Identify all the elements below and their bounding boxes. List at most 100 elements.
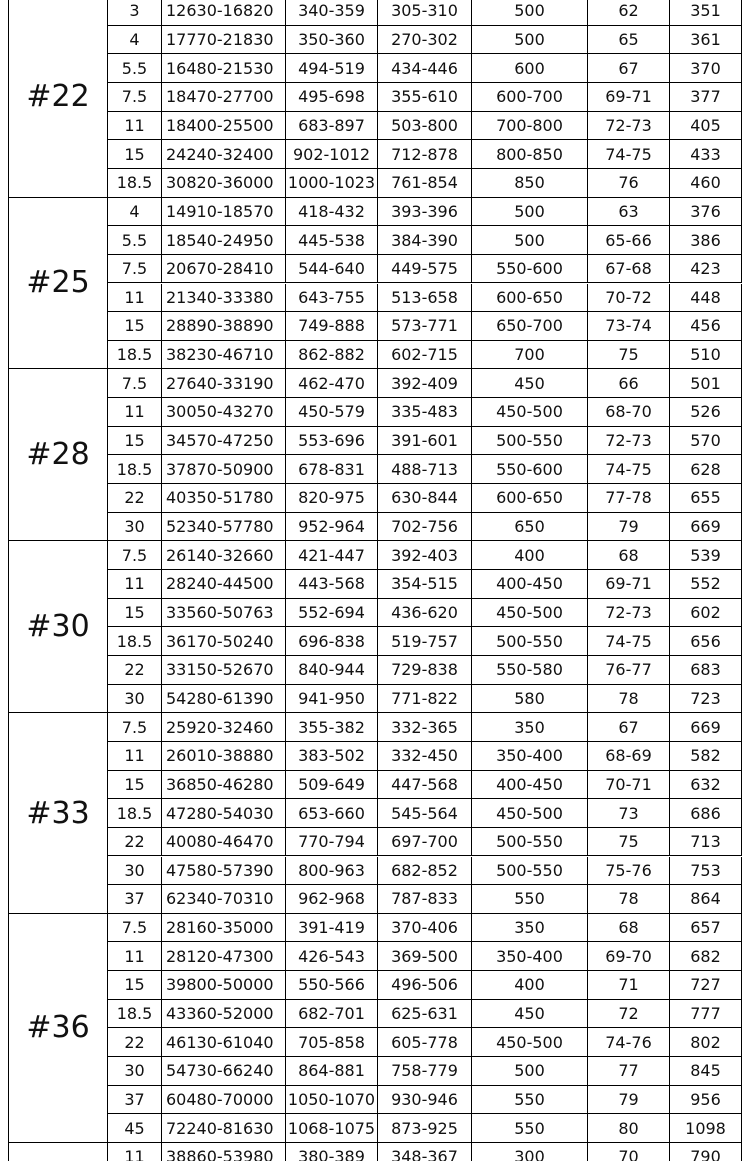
table-cell: 771-822 bbox=[378, 684, 472, 714]
table-cell: 351 bbox=[670, 0, 742, 26]
table-cell: 650 bbox=[472, 512, 588, 542]
group-label: #33 bbox=[8, 713, 108, 914]
table-cell: 18.5 bbox=[108, 799, 162, 828]
table-cell: 73-74 bbox=[588, 312, 670, 341]
table-cell: 335-483 bbox=[378, 398, 472, 427]
table-cell: 350-400 bbox=[472, 741, 588, 771]
table-cell: 450 bbox=[472, 369, 588, 399]
table-cell: 503-800 bbox=[378, 111, 472, 141]
table-cell: 70 bbox=[588, 1143, 670, 1161]
table-cell: 4 bbox=[108, 25, 162, 55]
table-cell: 33150-52670 bbox=[162, 655, 286, 685]
table-cell: 340-359 bbox=[286, 0, 378, 26]
table-cell: 930-946 bbox=[378, 1085, 472, 1115]
table-cell: 426-543 bbox=[286, 942, 378, 972]
table-cell: 1000-1023 bbox=[286, 168, 378, 198]
table-cell: 500 bbox=[472, 0, 588, 26]
table-cell: 800-850 bbox=[472, 140, 588, 169]
table-cell: 650-700 bbox=[472, 312, 588, 341]
table-cell: 539 bbox=[670, 541, 742, 570]
table-cell: 17770-21830 bbox=[162, 25, 286, 55]
table-cell: 450-500 bbox=[472, 598, 588, 628]
table-cell: 418-432 bbox=[286, 197, 378, 227]
table-cell: 380-389 bbox=[286, 1143, 378, 1161]
table-cell: 18540-24950 bbox=[162, 226, 286, 255]
table-cell: 30 bbox=[108, 856, 162, 886]
table-cell: 11 bbox=[108, 570, 162, 599]
table-cell: 52340-57780 bbox=[162, 512, 286, 542]
table-cell: 753 bbox=[670, 856, 742, 886]
table-cell: 1068-1075 bbox=[286, 1114, 378, 1143]
table-cell: 22 bbox=[108, 655, 162, 685]
group-label: #25 bbox=[8, 197, 108, 370]
table-cell: 15 bbox=[108, 426, 162, 456]
table-cell: 76-77 bbox=[588, 655, 670, 685]
table-cell: 729-838 bbox=[378, 655, 472, 685]
table-cell: 500 bbox=[472, 226, 588, 255]
table-cell: 38860-53980 bbox=[162, 1143, 286, 1161]
table-cell: 496-506 bbox=[378, 971, 472, 1000]
table-cell: 850 bbox=[472, 168, 588, 198]
table-cell: 62 bbox=[588, 0, 670, 26]
group-label bbox=[8, 1143, 108, 1161]
table-cell: 30820-36000 bbox=[162, 168, 286, 198]
table-cell: 38230-46710 bbox=[162, 340, 286, 370]
table-cell: 377 bbox=[670, 82, 742, 112]
table-cell: 630-844 bbox=[378, 484, 472, 513]
table-cell: 36850-46280 bbox=[162, 770, 286, 800]
table-cell: 15 bbox=[108, 770, 162, 800]
group-label: #30 bbox=[8, 541, 108, 714]
table-cell: 392-409 bbox=[378, 369, 472, 399]
table-cell: 74-75 bbox=[588, 140, 670, 169]
table-cell: 18400-25500 bbox=[162, 111, 286, 141]
table-cell: 686 bbox=[670, 799, 742, 828]
table-cell: 952-964 bbox=[286, 512, 378, 542]
table-cell: 78 bbox=[588, 885, 670, 914]
table-cell: 712-878 bbox=[378, 140, 472, 169]
table-cell: 21340-33380 bbox=[162, 283, 286, 313]
table-cell: 573-771 bbox=[378, 312, 472, 341]
table-cell: 11 bbox=[108, 1143, 162, 1161]
table-cell: 18.5 bbox=[108, 999, 162, 1029]
table-cell: 40080-46470 bbox=[162, 827, 286, 857]
table-cell: 72240-81630 bbox=[162, 1114, 286, 1143]
table-cell: 69-71 bbox=[588, 82, 670, 112]
table-cell: 450 bbox=[472, 999, 588, 1029]
table-cell: 500-550 bbox=[472, 426, 588, 456]
table-cell: 723 bbox=[670, 684, 742, 714]
table-cell: 494-519 bbox=[286, 54, 378, 83]
table-cell: 30 bbox=[108, 512, 162, 542]
table-cell: 11 bbox=[108, 283, 162, 313]
table-cell: 62340-70310 bbox=[162, 885, 286, 914]
table-cell: 16480-21530 bbox=[162, 54, 286, 83]
table-cell: 600 bbox=[472, 54, 588, 83]
table-cell: 370 bbox=[670, 54, 742, 83]
table-cell: 628 bbox=[670, 455, 742, 485]
table-cell: 448 bbox=[670, 283, 742, 313]
table-cell: 519-757 bbox=[378, 627, 472, 656]
table-cell: 74-75 bbox=[588, 627, 670, 656]
table-cell: 450-500 bbox=[472, 398, 588, 427]
table-cell: 11 bbox=[108, 741, 162, 771]
table-cell: 445-538 bbox=[286, 226, 378, 255]
table-cell: 902-1012 bbox=[286, 140, 378, 169]
table-cell: 22 bbox=[108, 827, 162, 857]
table-cell: 376 bbox=[670, 197, 742, 227]
table-cell: 669 bbox=[670, 512, 742, 542]
table-cell: 11 bbox=[108, 111, 162, 141]
table-cell: 7.5 bbox=[108, 913, 162, 943]
table-cell: 68 bbox=[588, 913, 670, 943]
table-cell: 510 bbox=[670, 340, 742, 370]
table-cell: 495-698 bbox=[286, 82, 378, 112]
table-cell: 941-950 bbox=[286, 684, 378, 714]
table-cell: 350-360 bbox=[286, 25, 378, 55]
table-cell: 787-833 bbox=[378, 885, 472, 914]
table-cell: 462-470 bbox=[286, 369, 378, 399]
table-cell: 332-450 bbox=[378, 741, 472, 771]
table-cell: 37870-50900 bbox=[162, 455, 286, 485]
table-cell: 43360-52000 bbox=[162, 999, 286, 1029]
table-cell: 332-365 bbox=[378, 713, 472, 742]
table-cell: 60480-70000 bbox=[162, 1085, 286, 1115]
table-cell: 67 bbox=[588, 713, 670, 742]
table-cell: 580 bbox=[472, 684, 588, 714]
